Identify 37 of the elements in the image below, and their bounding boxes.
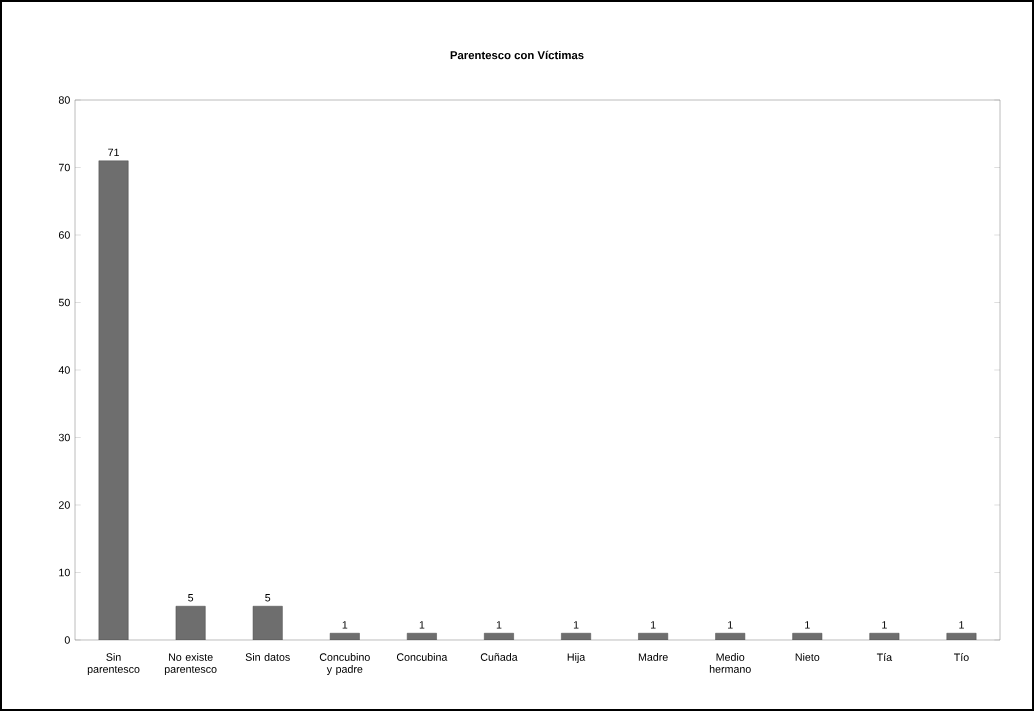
- x-tick-label: Medio hermano: [709, 653, 751, 673]
- x-tick-label: Concubino y padre: [319, 653, 370, 676]
- y-tick-label: 10: [59, 568, 70, 577]
- data-label: 1: [805, 621, 810, 629]
- bar: [98, 160, 129, 640]
- x-tick-label: Tía: [876, 653, 893, 662]
- x-tick-label: Nieto: [795, 653, 820, 661]
- data-label: 1: [342, 621, 348, 629]
- x-tick-label: No existe parentesco: [164, 653, 217, 676]
- bar: [175, 605, 206, 640]
- y-tick-label: 40: [58, 366, 70, 374]
- data-label: 5: [188, 594, 194, 602]
- x-tick-label: Madre: [638, 653, 668, 661]
- data-label: 1: [573, 621, 579, 629]
- y-tick-label: 70: [58, 163, 70, 172]
- data-label: 1: [882, 621, 887, 629]
- y-tick-label: 50: [58, 298, 70, 307]
- x-tick-label: Sin datos: [245, 653, 290, 661]
- data-label: 1: [419, 621, 425, 629]
- x-tick-label: Hija: [567, 653, 586, 664]
- y-tick-label: 0: [64, 636, 70, 644]
- y-tick-label: 80: [58, 96, 70, 104]
- y-tick-label: 20: [58, 501, 70, 509]
- data-label: 5: [265, 594, 271, 602]
- x-tick-label: Cuñada: [480, 653, 518, 661]
- x-tick-label: Concubina: [396, 653, 448, 661]
- y-tick-label: 60: [58, 231, 70, 239]
- chart-title: Parentesco con Víctimas: [450, 50, 584, 60]
- x-tick-label: Sin parentesco: [87, 653, 140, 676]
- data-label: 1: [959, 621, 964, 629]
- data-label: 1: [728, 621, 733, 629]
- data-label: 1: [496, 621, 502, 629]
- bar: [252, 605, 283, 640]
- data-label: 71: [108, 148, 119, 157]
- data-label: 1: [650, 621, 656, 629]
- x-tick-label: Tío: [953, 653, 969, 662]
- y-tick-label: 30: [58, 433, 70, 442]
